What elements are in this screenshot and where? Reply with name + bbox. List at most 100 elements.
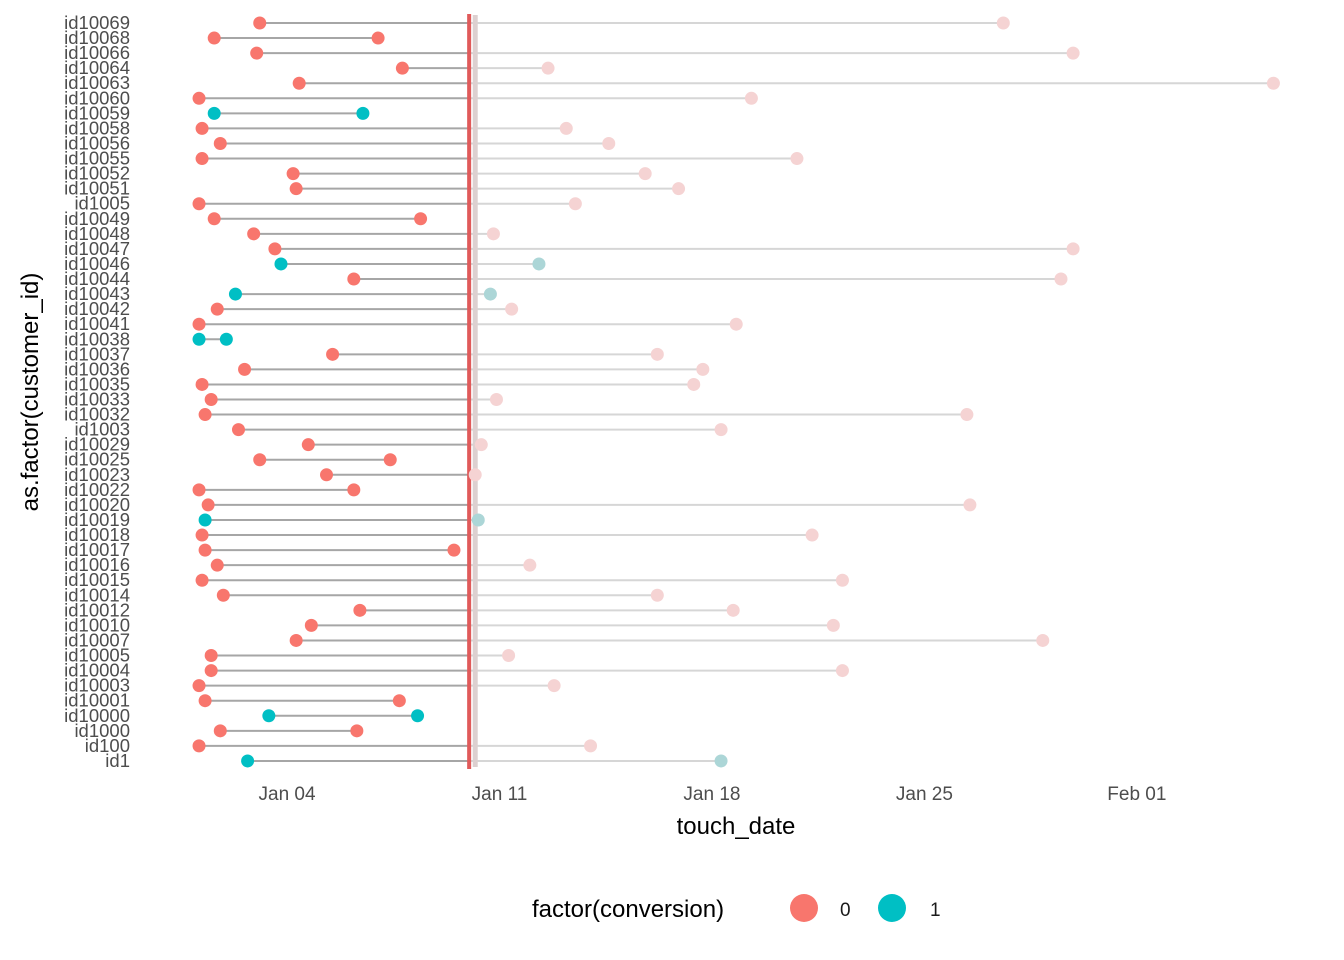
- first-touch-point: [192, 739, 206, 753]
- y-tick-label: id10029: [64, 434, 130, 455]
- y-tick-label: id10043: [64, 283, 130, 304]
- first-touch-point: [241, 754, 255, 768]
- y-tick-label: id10046: [64, 253, 130, 274]
- last-touch-point: [1054, 272, 1068, 286]
- last-touch-point: [347, 483, 361, 497]
- last-touch-point: [411, 709, 425, 723]
- first-touch-point: [192, 197, 206, 211]
- y-tick-label: id10066: [64, 42, 130, 63]
- y-tick-label: id10032: [64, 404, 130, 425]
- y-tick-label: id10003: [64, 675, 130, 696]
- last-touch-point: [835, 573, 849, 587]
- x-axis-ticks: Jan 04 Jan 11 Jan 18 Jan 25 Feb 01: [259, 784, 1167, 805]
- y-tick-label: id10055: [64, 148, 130, 169]
- first-touch-point: [198, 513, 212, 527]
- y-tick-label: id10033: [64, 389, 130, 410]
- x-axis-title: touch_date: [677, 813, 796, 840]
- last-touch-point: [468, 468, 482, 482]
- last-touch-point: [835, 664, 849, 678]
- y-tick-label: id10044: [64, 268, 130, 289]
- first-touch-point: [250, 46, 264, 60]
- first-touch-point: [192, 483, 206, 497]
- last-touch-point: [486, 227, 500, 241]
- first-touch-point: [353, 603, 367, 617]
- legend-label-0: 0: [840, 900, 851, 921]
- last-touch-point: [996, 16, 1010, 30]
- y-tick-label: id1005: [74, 193, 130, 214]
- y-axis-ticks: id10069id10068id10066id10064id10063id100…: [64, 12, 130, 771]
- first-touch-point: [247, 227, 261, 241]
- last-touch-point: [584, 739, 598, 753]
- last-touch-point: [790, 152, 804, 166]
- first-touch-point: [207, 106, 221, 120]
- y-tick-label: id10012: [64, 599, 130, 620]
- y-tick-label: id10015: [64, 569, 130, 590]
- first-touch-point: [201, 498, 215, 512]
- y-tick-label: id10038: [64, 328, 130, 349]
- last-touch-point: [963, 498, 977, 512]
- last-touch-point: [559, 121, 573, 135]
- y-axis-title: as.factor(customer_id): [17, 273, 44, 512]
- y-tick-label: id10023: [64, 464, 130, 485]
- y-tick-label: id10051: [64, 178, 130, 199]
- last-touch-point: [714, 754, 728, 768]
- first-touch-point: [210, 302, 224, 316]
- y-tick-label: id10025: [64, 449, 130, 470]
- y-tick-label: id10014: [64, 584, 130, 605]
- y-tick-label: id10020: [64, 494, 130, 515]
- last-touch-point: [602, 136, 616, 150]
- first-touch-point: [192, 91, 206, 105]
- first-touch-point: [395, 61, 409, 75]
- y-tick-label: id10063: [64, 72, 130, 93]
- plot-area: [192, 14, 1280, 769]
- last-touch-point: [960, 408, 974, 422]
- last-touch-point: [356, 106, 370, 120]
- first-touch-point: [253, 16, 267, 30]
- first-touch-point: [301, 438, 315, 452]
- first-touch-point: [204, 393, 218, 406]
- x-tick-label: Feb 01: [1107, 784, 1166, 805]
- last-touch-point: [523, 558, 537, 572]
- first-touch-point: [347, 272, 361, 286]
- first-touch-point: [195, 377, 209, 391]
- first-touch-point: [304, 618, 318, 632]
- last-touch-point: [392, 694, 406, 708]
- y-tick-label: id100: [85, 735, 130, 756]
- last-touch-point: [474, 438, 488, 452]
- last-touch-point: [505, 302, 519, 316]
- last-touch-point: [805, 528, 819, 542]
- last-touch-point: [489, 393, 503, 406]
- first-touch-point: [262, 709, 276, 723]
- first-touch-point: [198, 543, 212, 557]
- first-touch-point: [228, 287, 242, 301]
- first-touch-point: [253, 453, 267, 467]
- y-tick-label: id10007: [64, 629, 130, 650]
- last-touch-point: [1036, 633, 1050, 647]
- first-touch-point: [274, 257, 288, 271]
- x-tick-label: Jan 11: [472, 784, 528, 805]
- y-tick-label: id10058: [64, 117, 130, 138]
- x-tick-label: Jan 18: [683, 784, 740, 805]
- y-tick-label: id10041: [64, 313, 130, 334]
- first-touch-point: [192, 332, 206, 346]
- y-tick-label: id10064: [64, 57, 130, 78]
- first-touch-point: [216, 588, 230, 602]
- last-touch-point: [447, 543, 461, 557]
- y-tick-label: id10036: [64, 358, 130, 379]
- first-touch-point: [204, 664, 218, 678]
- first-touch-point: [292, 76, 306, 90]
- last-touch-point: [744, 91, 758, 105]
- last-touch-point: [1066, 242, 1080, 256]
- y-tick-label: id10049: [64, 208, 130, 229]
- y-tick-label: id10018: [64, 524, 130, 545]
- y-tick-label: id10022: [64, 479, 130, 500]
- first-touch-point: [289, 182, 303, 196]
- last-touch-point: [687, 377, 701, 391]
- last-touch-point: [541, 61, 555, 75]
- legend-title: factor(conversion): [532, 896, 724, 923]
- first-touch-point: [198, 408, 212, 422]
- last-touch-point: [696, 362, 710, 376]
- first-touch-point: [286, 167, 300, 181]
- y-tick-label: id1000: [74, 720, 130, 741]
- y-tick-label: id10060: [64, 87, 130, 108]
